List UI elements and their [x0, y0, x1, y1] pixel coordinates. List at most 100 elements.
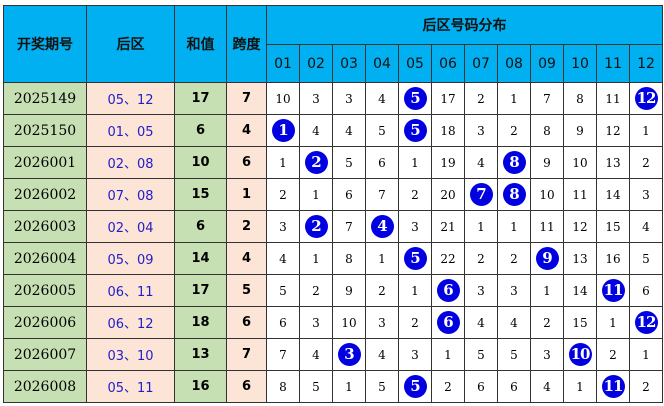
cell-omission: 4 [266, 242, 300, 275]
cell-omission: 2 [497, 242, 531, 275]
cell-omission: 1 [629, 114, 663, 147]
cell-omission: 18 [431, 114, 465, 147]
cell-omission: 15 [563, 306, 597, 339]
hit-ball: 5 [403, 87, 427, 110]
cell-omission: 22 [431, 242, 465, 275]
hit-ball: 2 [304, 215, 328, 238]
cell-sum: 15 [174, 178, 227, 211]
header-number: 02 [299, 44, 333, 83]
cell-omission: 2 [365, 274, 399, 307]
cell-omission: 2 [629, 146, 663, 179]
cell-omission: 1 [596, 306, 630, 339]
cell-omission: 6 [332, 178, 366, 211]
cell-back: 07、08 [86, 178, 175, 211]
cell-span: 6 [226, 370, 267, 403]
cell-omission: 1 [398, 146, 432, 179]
cell-hit: 5 [398, 370, 432, 403]
cell-omission: 10 [530, 178, 564, 211]
header-number: 11 [596, 44, 630, 83]
cell-omission: 6 [464, 370, 498, 403]
table-row: 2026007 03、10 13 7 7 4 3 4 3 1 5 5 3 10 2 1 [3, 338, 663, 371]
cell-span: 7 [226, 82, 267, 115]
cell-omission: 5 [266, 274, 300, 307]
cell-omission: 1 [299, 242, 333, 275]
cell-issue: 2025149 [3, 82, 87, 115]
cell-omission: 12 [563, 210, 597, 243]
header-number: 10 [563, 44, 597, 83]
cell-back: 01、05 [86, 114, 175, 147]
cell-issue: 2026002 [3, 178, 87, 211]
cell-omission: 5 [299, 370, 333, 403]
table-row: 2025150 01、05 6 4 1 4 4 5 5 18 3 2 8 9 12 1 [3, 114, 663, 147]
header-number: 03 [332, 44, 366, 83]
table-row: 2026006 06、12 18 6 6 3 10 3 2 6 4 4 2 15 1 12 [3, 306, 663, 339]
cell-hit: 2 [299, 146, 333, 179]
header-span: 跨度 [226, 5, 267, 83]
cell-span: 5 [226, 274, 267, 307]
cell-omission: 11 [596, 82, 630, 115]
cell-back: 06、12 [86, 306, 175, 339]
hit-ball: 1 [271, 119, 295, 142]
cell-hit: 11 [596, 370, 630, 403]
cell-sum: 13 [174, 338, 227, 371]
cell-issue: 2026003 [3, 210, 87, 243]
hit-ball: 5 [403, 247, 427, 270]
table-row: 2026008 05、11 16 6 8 5 1 5 5 2 6 6 4 1 11 2 [3, 370, 663, 403]
header-number: 12 [629, 44, 663, 83]
cell-sum: 6 [174, 210, 227, 243]
cell-omission: 7 [266, 338, 300, 371]
cell-omission: 5 [629, 242, 663, 275]
cell-omission: 17 [431, 82, 465, 115]
cell-omission: 2 [497, 114, 531, 147]
cell-omission: 13 [563, 242, 597, 275]
cell-issue: 2026001 [3, 146, 87, 179]
cell-omission: 4 [299, 338, 333, 371]
cell-omission: 11 [530, 210, 564, 243]
cell-omission: 3 [299, 82, 333, 115]
cell-span: 1 [226, 178, 267, 211]
cell-omission: 21 [431, 210, 465, 243]
cell-omission: 1 [497, 82, 531, 115]
cell-omission: 1 [365, 242, 399, 275]
header-back: 后区 [86, 5, 175, 83]
hit-ball: 5 [403, 119, 427, 142]
header-sum: 和值 [174, 5, 227, 83]
cell-omission: 8 [266, 370, 300, 403]
back-zone-distribution-table: 开奖期号 后区 和值 跨度 后区号码分布 01 02 03 04 05 06 07 08 09 1… [3, 5, 663, 403]
cell-omission: 2 [431, 370, 465, 403]
cell-back: 02、08 [86, 146, 175, 179]
cell-omission: 4 [332, 114, 366, 147]
cell-issue: 2026004 [3, 242, 87, 275]
cell-issue: 2025150 [3, 114, 87, 147]
cell-hit: 10 [563, 338, 597, 371]
header-number: 04 [365, 44, 399, 83]
cell-omission: 6 [266, 306, 300, 339]
header-number: 09 [530, 44, 564, 83]
cell-back: 06、11 [86, 274, 175, 307]
cell-omission: 3 [266, 210, 300, 243]
cell-omission: 16 [596, 242, 630, 275]
cell-omission: 5 [332, 146, 366, 179]
cell-omission: 1 [629, 338, 663, 371]
cell-hit: 12 [629, 82, 663, 115]
cell-omission: 4 [365, 82, 399, 115]
cell-omission: 11 [563, 178, 597, 211]
cell-omission: 14 [563, 274, 597, 307]
cell-omission: 2 [464, 82, 498, 115]
cell-sum: 10 [174, 146, 227, 179]
cell-omission: 1 [431, 338, 465, 371]
cell-omission: 1 [464, 210, 498, 243]
cell-hit: 4 [365, 210, 399, 243]
hit-ball: 2 [304, 151, 328, 174]
cell-issue: 2026006 [3, 306, 87, 339]
cell-omission: 8 [530, 114, 564, 147]
cell-back: 02、04 [86, 210, 175, 243]
cell-hit: 7 [464, 178, 498, 211]
table-row: 2026001 02、08 10 6 1 2 5 6 1 19 4 8 9 10 13 2 [3, 146, 663, 179]
cell-omission: 5 [365, 370, 399, 403]
table-row: 2026004 05、09 14 4 4 1 8 1 5 22 2 2 9 13 16 5 [3, 242, 663, 275]
cell-span: 4 [226, 114, 267, 147]
cell-omission: 4 [464, 306, 498, 339]
cell-sum: 16 [174, 370, 227, 403]
cell-omission: 2 [596, 338, 630, 371]
